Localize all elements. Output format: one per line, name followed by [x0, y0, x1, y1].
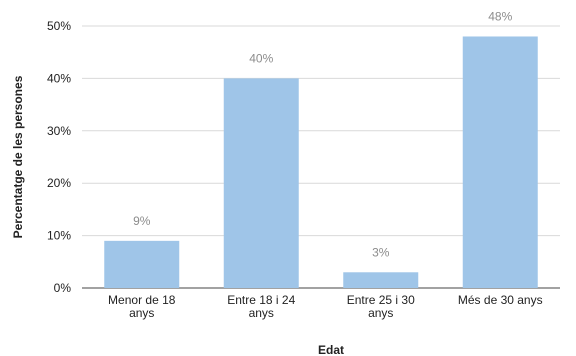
x-tick-label: Menor de 18 anys: [108, 293, 176, 320]
x-axis-title: Edat: [318, 343, 344, 356]
x-axis-ticks: Menor de 18 anys Entre 18 i 24 anys Entre 25…: [108, 293, 543, 320]
data-label: 48%: [488, 9, 512, 23]
data-label: 40%: [249, 51, 273, 65]
x-tick-label: Més de 30 anys: [458, 293, 543, 307]
y-tick-label: 50%: [47, 19, 71, 33]
data-label: 9%: [133, 214, 151, 228]
y-axis-ticks: 0% 10% 20% 30% 40% 50%: [47, 19, 71, 295]
y-tick-label: 40%: [47, 71, 71, 85]
labels-layer: 9% 40% 3% 48%: [133, 9, 513, 259]
y-axis-title: Percentatge de les persones: [11, 75, 25, 238]
bar: [343, 272, 419, 288]
bar: [104, 240, 180, 288]
bar: [223, 78, 299, 289]
data-label: 3%: [372, 245, 390, 259]
y-tick-label: 20%: [47, 176, 71, 190]
bars-layer: [104, 36, 538, 289]
y-tick-label: 30%: [47, 124, 71, 138]
x-tick-label: Entre 18 i 24 anys: [227, 293, 295, 320]
bar: [462, 36, 538, 289]
x-tick-label: Entre 25 i 30 anys: [347, 293, 415, 320]
y-tick-label: 0%: [54, 281, 72, 295]
y-tick-label: 10%: [47, 229, 71, 243]
